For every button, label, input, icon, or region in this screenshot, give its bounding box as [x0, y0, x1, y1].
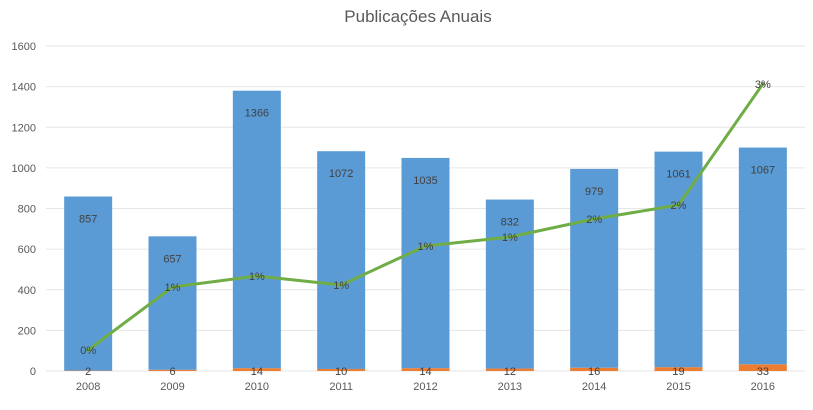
line-point-label: 1%: [418, 241, 434, 253]
bar-secondary: [317, 368, 366, 371]
line-point: [676, 203, 681, 207]
y-tick-label: 0: [30, 366, 36, 378]
bar-secondary-label: 6: [169, 366, 175, 378]
bar-secondary: [232, 368, 281, 371]
bar-secondary-label: 2: [85, 366, 91, 378]
x-tick-label: 2011: [329, 381, 353, 393]
bar-primary-label: 857: [79, 214, 97, 226]
x-axis-tick-labels: 2008 2009 2010 2011 2012 2013 2014 2015 2016: [76, 381, 775, 393]
line-point: [254, 274, 259, 278]
x-tick-label: 2014: [582, 381, 606, 393]
line-point: [339, 283, 344, 287]
y-tick-label: 800: [18, 204, 36, 216]
bar-primary-label: 1067: [751, 165, 775, 177]
x-tick-label: 2016: [751, 381, 775, 393]
x-tick-label: 2009: [160, 381, 184, 393]
y-tick-label: 1400: [12, 82, 36, 94]
bar-secondary-label: 10: [335, 366, 347, 378]
bar-secondary: [148, 369, 197, 371]
bar-secondary: [738, 364, 787, 371]
x-tick-label: 2008: [76, 381, 100, 393]
bar-primary: [654, 151, 703, 368]
line-point: [170, 285, 175, 289]
y-tick-label: 600: [18, 244, 36, 256]
line-point-label: 1%: [249, 271, 265, 283]
bar-secondary-label: 14: [251, 366, 263, 378]
bar-primary: [317, 151, 366, 369]
y-axis-tick-labels: 0 200 400 600 800 1000 1200 1400 1600: [12, 41, 36, 378]
bar-primary-label: 1072: [329, 168, 353, 180]
bar-secondary: [485, 368, 534, 371]
x-tick-label: 2015: [666, 381, 690, 393]
bar-secondary: [570, 367, 619, 371]
y-tick-label: 200: [18, 325, 36, 337]
bar-primary-label: 1061: [666, 169, 690, 181]
bar-secondary-label: 33: [757, 366, 769, 378]
bar-primary: [401, 157, 450, 369]
bar-primary: [485, 199, 534, 369]
bar-secondary: [401, 368, 450, 371]
x-tick-label: 2012: [413, 381, 437, 393]
data-labels: 857 2 657 6 1366 14 1072 10 1035 14 832 12 979 16 1061…: [79, 79, 775, 378]
line-point: [592, 217, 597, 221]
bar-primary: [232, 90, 281, 369]
line-point: [760, 82, 765, 86]
bar-primary: [570, 168, 619, 368]
line-point-label: 2%: [671, 200, 687, 212]
bar-secondary-label: 19: [672, 366, 684, 378]
line-series: [86, 82, 765, 352]
bar-primary-label: 1366: [245, 108, 269, 120]
x-tick-label: 2010: [245, 381, 269, 393]
y-tick-label: 1200: [12, 122, 36, 134]
line-point-label: 1%: [165, 282, 181, 294]
line-point-label: 2%: [586, 214, 602, 226]
bar-primary-label: 1035: [413, 175, 437, 187]
y-tick-label: 1600: [12, 41, 36, 53]
bar-primary: [148, 236, 197, 370]
chart-title: Publicações Anuais: [344, 7, 491, 26]
bar-secondary-label: 12: [504, 366, 516, 378]
bar-secondary: [654, 367, 703, 371]
bar-secondary-label: 14: [419, 366, 431, 378]
line-point-label: 0%: [80, 345, 96, 357]
line-point: [86, 348, 91, 352]
line-point: [507, 235, 512, 239]
bar-primary-label: 832: [501, 217, 519, 229]
bar-series: [64, 90, 787, 371]
y-tick-label: 400: [18, 285, 36, 297]
y-tick-label: 1000: [12, 163, 36, 175]
x-tick-label: 2013: [498, 381, 522, 393]
bar-primary-label: 979: [585, 186, 603, 198]
bar-primary-label: 657: [163, 253, 181, 265]
bar-secondary-label: 16: [588, 366, 600, 378]
line-point-label: 3%: [755, 79, 771, 91]
bar-primary: [64, 196, 113, 371]
line-point-label: 1%: [502, 232, 518, 244]
line-point-label: 1%: [333, 280, 349, 292]
line-point: [423, 244, 428, 248]
bar-primary: [738, 147, 787, 365]
